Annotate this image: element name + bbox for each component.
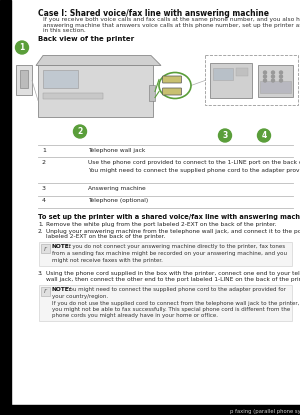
Text: phone cords you might already have in your home or office.: phone cords you might already have in yo… [52, 312, 218, 317]
Bar [20, 71, 28, 88]
Text: might not receive faxes with the printer.: might not receive faxes with the printer… [52, 258, 163, 263]
Text: in this section.: in this section. [43, 28, 86, 33]
Text: 4: 4 [261, 131, 267, 140]
Circle shape [74, 125, 86, 138]
Bar [43, 93, 103, 100]
Text: Unplug your answering machine from the telephone wall jack, and connect it to th: Unplug your answering machine from the t… [46, 229, 300, 234]
Text: To set up the printer with a shared voice/fax line with answering machine: To set up the printer with a shared voic… [38, 213, 300, 220]
Bar [0, 0, 11, 415]
Text: r: r [44, 246, 47, 251]
Bar [39, 285, 292, 320]
Bar [210, 63, 252, 98]
Text: Using the phone cord supplied in the box with the printer, connect one end to yo: Using the phone cord supplied in the box… [46, 271, 300, 276]
Bar [0, 405, 300, 415]
Text: Telephone wall jack: Telephone wall jack [88, 147, 145, 152]
Text: NOTE:: NOTE: [52, 286, 72, 291]
Bar [205, 56, 298, 105]
Text: 3: 3 [222, 131, 228, 140]
Bar [213, 68, 233, 81]
Bar [258, 66, 293, 98]
Text: Back view of the printer: Back view of the printer [38, 37, 134, 42]
Text: answering machine that answers voice calls at this phone number, set up the prin: answering machine that answers voice cal… [43, 22, 300, 27]
Text: Case I: Shared voice/fax line with answering machine: Case I: Shared voice/fax line with answe… [38, 9, 269, 18]
Text: You might need to connect the supplied phone cord to the adapter provided for: You might need to connect the supplied p… [67, 286, 286, 291]
Circle shape [257, 129, 271, 142]
Bar [149, 85, 155, 102]
Text: 2: 2 [77, 127, 83, 136]
Text: Telephone (optional): Telephone (optional) [88, 198, 148, 203]
Circle shape [280, 71, 283, 74]
Text: 1.: 1. [38, 222, 44, 227]
Text: 3: 3 [42, 186, 46, 190]
Text: 1: 1 [42, 147, 46, 152]
Circle shape [272, 75, 274, 78]
Text: 3.: 3. [38, 271, 44, 276]
Text: 1: 1 [20, 43, 25, 52]
Bar [16, 66, 32, 95]
Circle shape [280, 75, 283, 78]
FancyBboxPatch shape [163, 88, 182, 95]
Bar [38, 66, 153, 117]
Text: Answering machine: Answering machine [88, 186, 146, 190]
Bar [260, 81, 291, 93]
Bar [39, 242, 292, 266]
Text: 2: 2 [42, 159, 46, 164]
Circle shape [280, 79, 283, 82]
Bar [41, 286, 50, 295]
Circle shape [218, 129, 232, 142]
Polygon shape [36, 56, 161, 66]
Bar [43, 71, 78, 88]
Bar [41, 244, 50, 253]
Text: 4: 4 [42, 198, 46, 203]
Bar [236, 68, 248, 76]
FancyBboxPatch shape [163, 76, 182, 83]
Text: If you do not use the supplied cord to connect from the telephone wall jack to t: If you do not use the supplied cord to c… [52, 300, 299, 305]
Text: you might not be able to fax successfully. This special phone cord is different : you might not be able to fax successfull… [52, 307, 290, 312]
Text: p faxing (parallel phone systems)    211: p faxing (parallel phone systems) 211 [230, 408, 300, 413]
Text: r: r [44, 288, 47, 294]
Text: If you do not connect your answering machine directly to the printer, fax tones: If you do not connect your answering mac… [67, 244, 285, 249]
Text: labeled 2-EXT on the back of the printer.: labeled 2-EXT on the back of the printer… [46, 234, 165, 239]
Circle shape [263, 79, 266, 82]
Circle shape [272, 79, 274, 82]
Text: your country/region.: your country/region. [52, 293, 108, 298]
Circle shape [263, 71, 266, 74]
Circle shape [263, 75, 266, 78]
Circle shape [272, 71, 274, 74]
Text: Remove the white plug from the port labeled 2-EXT on the back of the printer.: Remove the white plug from the port labe… [46, 222, 277, 227]
Text: Use the phone cord provided to connect to the 1-LINE port on the back of the pri: Use the phone cord provided to connect t… [88, 159, 300, 164]
Text: You might need to connect the supplied phone cord to the adapter provided for yo: You might need to connect the supplied p… [88, 168, 300, 173]
Text: from a sending fax machine might be recorded on your answering machine, and you: from a sending fax machine might be reco… [52, 251, 287, 256]
Circle shape [16, 41, 28, 54]
Text: If you receive both voice calls and fax calls at the same phone number, and you : If you receive both voice calls and fax … [43, 17, 300, 22]
Text: NOTE:: NOTE: [52, 244, 72, 249]
Text: 2.: 2. [38, 229, 44, 234]
Text: wall jack, then connect the other end to the port labeled 1-LINE on the back of : wall jack, then connect the other end to… [46, 276, 300, 281]
